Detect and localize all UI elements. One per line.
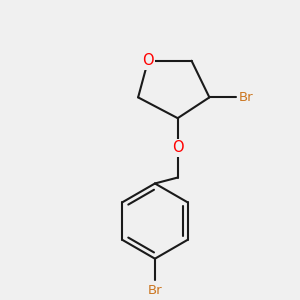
- Text: O: O: [172, 140, 184, 155]
- Text: Br: Br: [148, 284, 162, 297]
- Text: Br: Br: [239, 91, 253, 104]
- Text: O: O: [142, 53, 154, 68]
